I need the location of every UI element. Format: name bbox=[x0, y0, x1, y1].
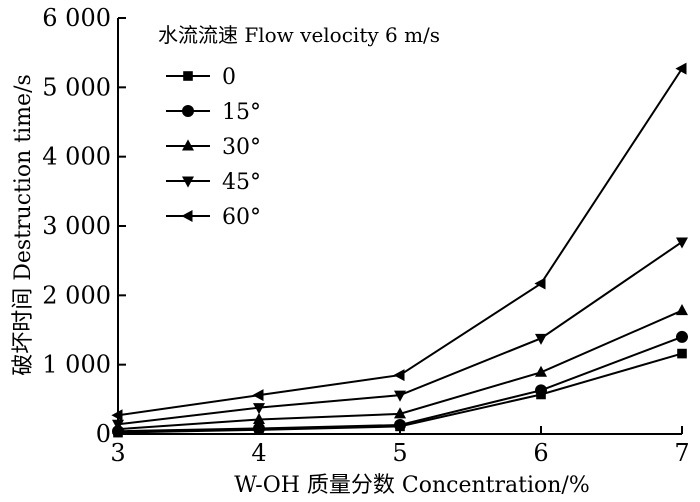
legend-marker bbox=[183, 71, 193, 81]
data-point bbox=[253, 422, 265, 435]
legend-label: 15° bbox=[222, 100, 261, 125]
x-tick-label: 7 bbox=[674, 439, 689, 467]
y-tick-label: 1 000 bbox=[42, 351, 111, 379]
data-point bbox=[676, 330, 688, 343]
legend: 0 15° 30° 45° 60° bbox=[166, 65, 261, 230]
legend-item: 30° bbox=[166, 135, 261, 160]
x-tick-label: 5 bbox=[392, 439, 407, 467]
data-point bbox=[253, 403, 265, 415]
legend-label: 30° bbox=[222, 135, 261, 160]
series-triangle-left bbox=[111, 62, 687, 422]
legend-item: 60° bbox=[166, 205, 261, 230]
chart-title: 水流流速 Flow velocity 6 m/s bbox=[158, 23, 440, 47]
data-point bbox=[393, 369, 405, 382]
y-tick-label: 0 bbox=[96, 420, 111, 448]
legend-marker bbox=[181, 210, 193, 222]
plot-area: 0 1 000 2 000 3 000 4 000 5 000 6 000 3 4 5 6 7 0 15°… bbox=[42, 4, 689, 467]
y-tick-label: 5 000 bbox=[42, 73, 111, 101]
data-point bbox=[534, 277, 546, 290]
x-tick-label: 3 bbox=[110, 439, 125, 467]
y-tick-label: 2 000 bbox=[42, 281, 111, 309]
data-point bbox=[535, 333, 547, 345]
data-point bbox=[111, 409, 123, 422]
legend-label: 60° bbox=[222, 205, 261, 230]
series-triangle-up bbox=[112, 303, 688, 434]
series-line bbox=[117, 68, 683, 417]
data-point bbox=[677, 348, 687, 359]
y-axis-title: 破坏时间 Destruction time/s bbox=[11, 74, 36, 376]
legend-label: 45° bbox=[222, 170, 261, 195]
legend-marker bbox=[182, 139, 194, 151]
data-point bbox=[252, 389, 264, 402]
data-point bbox=[394, 407, 406, 419]
data-point bbox=[676, 237, 688, 249]
data-point bbox=[535, 384, 547, 397]
x-tick-label: 6 bbox=[533, 439, 548, 467]
data-point bbox=[535, 365, 547, 377]
data-point bbox=[675, 62, 687, 75]
data-point bbox=[394, 390, 406, 402]
legend-item: 15° bbox=[166, 100, 261, 125]
legend-item: 0 bbox=[166, 65, 236, 90]
legend-label: 0 bbox=[222, 65, 236, 90]
x-axis-title: W-OH 质量分数 Concentration/% bbox=[234, 473, 590, 498]
data-point bbox=[394, 418, 406, 431]
legend-item: 45° bbox=[166, 170, 261, 195]
x-tick-label: 4 bbox=[251, 439, 266, 467]
y-tick-label: 4 000 bbox=[42, 143, 111, 171]
data-point bbox=[676, 303, 688, 316]
legend-marker bbox=[182, 176, 194, 188]
y-tick-label: 6 000 bbox=[42, 4, 111, 32]
y-tick-label: 3 000 bbox=[42, 212, 111, 240]
legend-marker bbox=[182, 105, 194, 117]
series-circle bbox=[112, 330, 688, 438]
data-point bbox=[253, 412, 265, 424]
series-triangle-down bbox=[112, 237, 688, 431]
data-point bbox=[112, 419, 124, 431]
